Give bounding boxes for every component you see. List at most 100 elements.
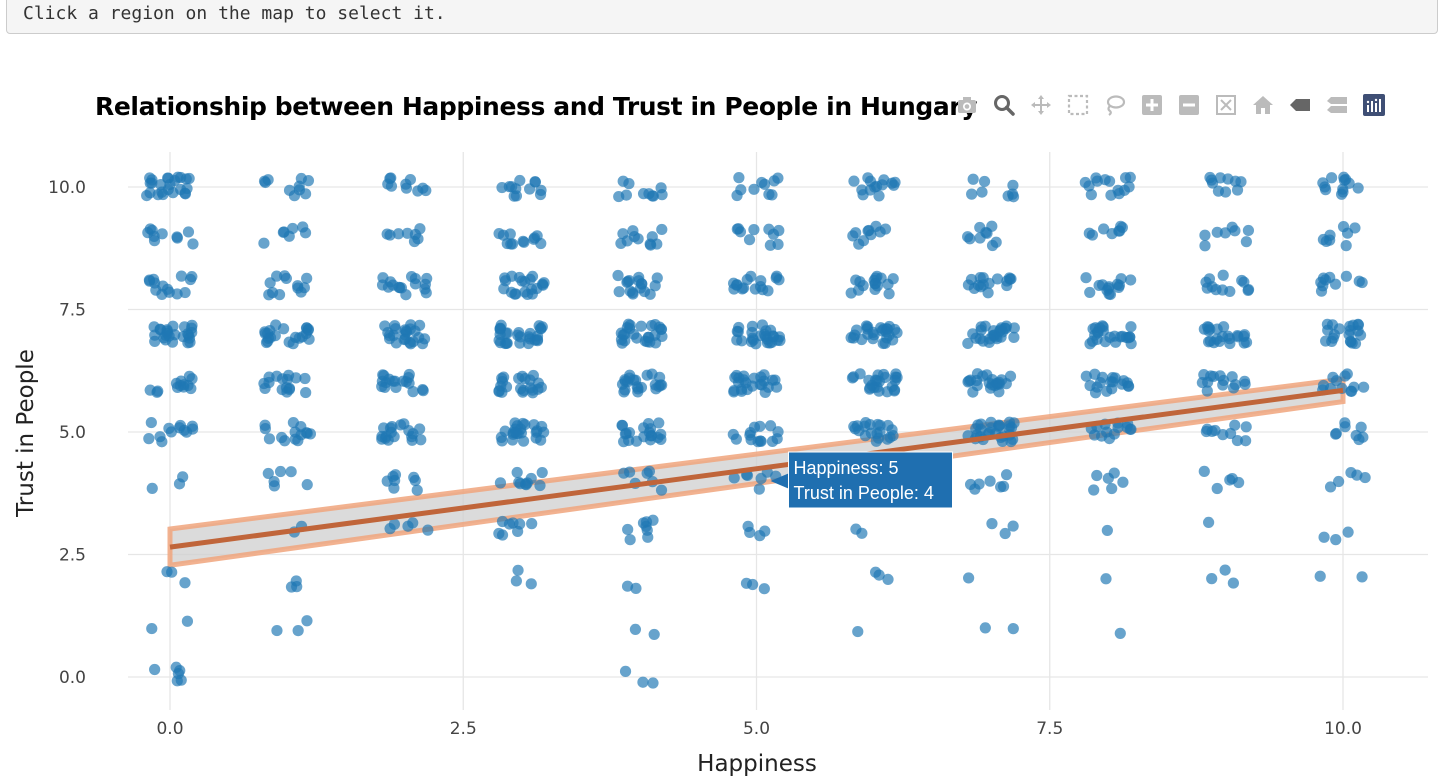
reset-axes-button[interactable]: [1244, 88, 1281, 122]
data-point[interactable]: [1007, 520, 1019, 532]
data-point[interactable]: [1120, 172, 1132, 184]
data-point[interactable]: [166, 566, 178, 578]
data-point[interactable]: [276, 431, 288, 444]
data-point[interactable]: [1349, 222, 1361, 234]
data-point[interactable]: [290, 372, 302, 384]
data-point[interactable]: [1224, 474, 1236, 486]
data-point[interactable]: [1358, 381, 1370, 393]
data-point[interactable]: [501, 237, 513, 250]
data-point[interactable]: [1219, 564, 1231, 576]
data-point[interactable]: [258, 237, 270, 249]
data-point[interactable]: [622, 523, 634, 536]
data-point[interactable]: [869, 278, 881, 290]
data-point[interactable]: [1317, 177, 1329, 189]
data-point[interactable]: [517, 435, 530, 447]
data-point[interactable]: [1330, 427, 1342, 440]
data-point[interactable]: [301, 272, 313, 284]
data-point[interactable]: [1339, 370, 1351, 382]
data-point[interactable]: [161, 283, 174, 295]
data-point[interactable]: [613, 286, 625, 298]
data-point[interactable]: [646, 190, 658, 202]
data-point[interactable]: [882, 573, 894, 586]
data-point[interactable]: [862, 225, 874, 237]
data-point[interactable]: [655, 323, 668, 335]
data-point[interactable]: [149, 329, 161, 341]
data-point[interactable]: [292, 435, 304, 447]
data-point[interactable]: [631, 332, 643, 344]
data-point[interactable]: [731, 189, 743, 202]
data-point[interactable]: [182, 226, 195, 238]
data-point[interactable]: [1338, 174, 1351, 186]
data-point[interactable]: [414, 319, 426, 331]
data-point[interactable]: [743, 234, 756, 246]
data-point[interactable]: [167, 320, 179, 332]
data-point[interactable]: [617, 228, 629, 240]
data-point[interactable]: [1356, 571, 1368, 583]
data-point[interactable]: [1088, 484, 1100, 496]
data-point[interactable]: [535, 381, 547, 394]
data-point[interactable]: [1101, 426, 1113, 438]
data-point[interactable]: [515, 383, 527, 395]
data-point[interactable]: [186, 271, 198, 283]
data-point[interactable]: [283, 383, 295, 395]
data-point[interactable]: [144, 187, 156, 199]
data-point[interactable]: [1326, 172, 1338, 184]
data-point[interactable]: [977, 370, 989, 382]
data-point[interactable]: [175, 270, 188, 282]
data-point[interactable]: [389, 323, 402, 335]
data-point[interactable]: [1099, 336, 1111, 348]
data-point[interactable]: [149, 663, 161, 676]
data-point[interactable]: [262, 467, 274, 480]
data-point[interactable]: [986, 518, 998, 530]
data-point[interactable]: [850, 523, 862, 535]
data-point[interactable]: [962, 231, 974, 243]
data-point[interactable]: [655, 428, 667, 440]
data-point[interactable]: [534, 479, 546, 492]
data-point[interactable]: [496, 386, 508, 398]
data-point[interactable]: [1217, 269, 1229, 281]
data-point[interactable]: [526, 518, 538, 530]
data-point[interactable]: [531, 230, 543, 242]
data-point[interactable]: [637, 188, 650, 200]
data-point[interactable]: [1330, 534, 1342, 546]
data-point[interactable]: [973, 478, 985, 490]
data-point[interactable]: [277, 323, 290, 335]
data-point[interactable]: [748, 224, 760, 236]
data-point[interactable]: [758, 583, 770, 595]
data-point[interactable]: [493, 527, 505, 540]
data-point[interactable]: [259, 326, 271, 338]
data-point[interactable]: [1203, 516, 1215, 529]
data-point[interactable]: [1224, 285, 1236, 298]
data-point[interactable]: [263, 289, 275, 301]
data-point[interactable]: [299, 188, 312, 200]
data-point[interactable]: [420, 287, 432, 299]
data-point[interactable]: [156, 436, 168, 448]
data-point[interactable]: [981, 227, 993, 239]
data-point[interactable]: [498, 283, 510, 295]
data-point[interactable]: [1114, 627, 1126, 639]
data-point[interactable]: [1345, 466, 1357, 479]
data-point[interactable]: [146, 482, 158, 494]
data-point[interactable]: [1340, 270, 1352, 282]
data-point[interactable]: [624, 534, 636, 546]
data-point[interactable]: [293, 180, 305, 192]
data-point[interactable]: [1101, 524, 1113, 537]
data-point[interactable]: [642, 418, 655, 430]
data-point[interactable]: [498, 371, 510, 383]
data-point[interactable]: [524, 327, 536, 340]
data-point[interactable]: [629, 623, 642, 635]
data-point[interactable]: [1204, 171, 1216, 184]
data-point[interactable]: [411, 484, 423, 496]
data-point[interactable]: [1339, 417, 1351, 429]
data-point[interactable]: [175, 674, 187, 686]
data-point[interactable]: [1107, 371, 1119, 384]
data-point[interactable]: [1206, 281, 1218, 293]
data-point[interactable]: [886, 424, 898, 436]
data-point[interactable]: [623, 466, 636, 478]
data-point[interactable]: [259, 419, 271, 431]
data-point[interactable]: [1098, 223, 1110, 235]
data-point[interactable]: [873, 569, 885, 581]
data-point[interactable]: [1125, 274, 1137, 286]
data-point[interactable]: [619, 374, 631, 386]
data-point[interactable]: [746, 320, 759, 332]
